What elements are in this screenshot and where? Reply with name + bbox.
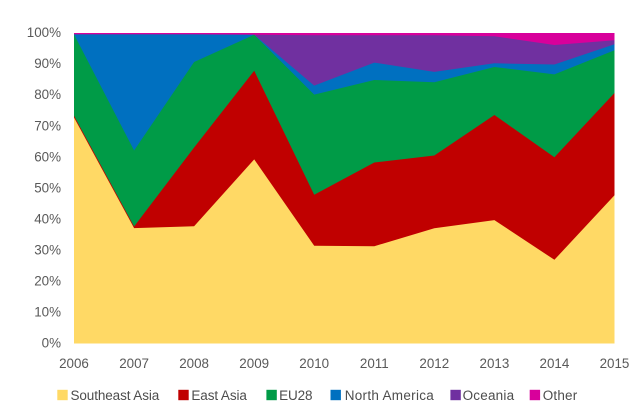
svg-text:70%: 70% (34, 118, 61, 133)
svg-text:2006: 2006 (59, 356, 89, 371)
svg-text:2010: 2010 (299, 356, 329, 371)
svg-text:50%: 50% (34, 180, 61, 195)
svg-text:Other: Other (543, 388, 578, 403)
svg-text:20%: 20% (34, 273, 61, 288)
svg-text:Oceania: Oceania (463, 388, 515, 403)
svg-text:2015: 2015 (600, 356, 630, 371)
svg-text:100%: 100% (27, 25, 61, 40)
svg-text:0%: 0% (42, 335, 61, 350)
svg-text:30%: 30% (34, 242, 61, 257)
svg-text:2012: 2012 (419, 356, 449, 371)
svg-text:Southeast Asia: Southeast Asia (71, 388, 160, 403)
svg-text:60%: 60% (34, 149, 61, 164)
svg-text:East Asia: East Asia (191, 388, 247, 403)
svg-text:2008: 2008 (179, 356, 209, 371)
svg-text:North America: North America (345, 388, 435, 403)
svg-text:2014: 2014 (540, 356, 570, 371)
svg-text:40%: 40% (34, 211, 61, 226)
svg-text:2013: 2013 (480, 356, 510, 371)
svg-text:2009: 2009 (239, 356, 269, 371)
svg-text:2007: 2007 (119, 356, 149, 371)
svg-text:EU28: EU28 (279, 388, 312, 403)
svg-text:2011: 2011 (360, 356, 389, 371)
svg-text:80%: 80% (34, 87, 61, 102)
svg-text:10%: 10% (34, 304, 61, 319)
svg-text:90%: 90% (34, 56, 61, 71)
